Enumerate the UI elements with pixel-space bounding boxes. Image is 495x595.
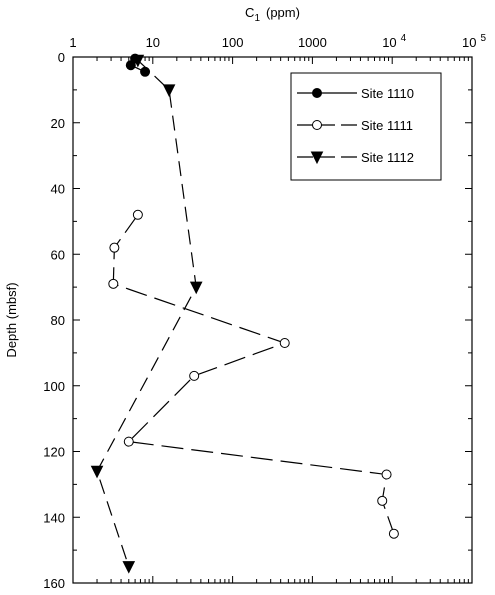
y-tick-label: 20 xyxy=(51,116,65,131)
x-axis-title-unit: (ppm) xyxy=(266,5,300,20)
y-tick-label: 160 xyxy=(43,576,65,591)
x-tick-label: 1 xyxy=(69,35,76,50)
data-point xyxy=(109,242,120,253)
x-tick-label: 100 xyxy=(222,35,244,50)
data-point xyxy=(162,84,176,97)
legend-marker xyxy=(310,151,324,165)
y-tick-label: 100 xyxy=(43,379,65,394)
data-point xyxy=(377,495,388,506)
x-tick-label: 10 4 xyxy=(382,33,406,50)
data-point xyxy=(189,370,200,381)
x-tick-label: 10 xyxy=(146,35,160,50)
data-point xyxy=(125,60,136,71)
legend-label: Site 1111 xyxy=(361,118,413,133)
y-axis-title: Depth (mbsf) xyxy=(4,282,19,357)
series-3 xyxy=(90,54,203,574)
x-tick-exponent: 5 xyxy=(480,33,486,44)
data-point xyxy=(90,465,104,479)
series-2 xyxy=(108,209,399,539)
data-point xyxy=(140,66,151,77)
legend-label: Site 1110 xyxy=(361,86,414,101)
y-tick-label: 140 xyxy=(43,510,65,525)
y-tick-label: 40 xyxy=(51,182,65,197)
x-tick-label: 10 5 xyxy=(462,33,486,50)
data-point xyxy=(131,54,145,68)
data-point xyxy=(123,436,134,447)
legend-label: Site 1112 xyxy=(361,150,414,165)
y-tick-label: 0 xyxy=(58,50,65,65)
legend-marker xyxy=(312,120,322,130)
data-point xyxy=(189,281,203,295)
x-axis-title: C1 (ppm) xyxy=(245,5,300,24)
x-axis-title-subscript: 1 xyxy=(254,13,260,24)
series-line xyxy=(112,214,395,534)
y-tick-label: 80 xyxy=(51,313,65,328)
data-point xyxy=(122,561,136,574)
y-tick-label: 60 xyxy=(51,247,65,262)
series-line xyxy=(96,59,197,567)
y-tick-label: 120 xyxy=(43,445,65,460)
x-tick-exponent: 4 xyxy=(401,33,407,44)
data-point xyxy=(279,338,290,349)
data-point xyxy=(132,209,143,220)
data-point xyxy=(388,528,399,539)
x-tick-label: 1000 xyxy=(298,35,327,50)
legend-marker xyxy=(312,88,322,98)
data-point xyxy=(108,278,119,289)
data-point xyxy=(381,469,392,480)
